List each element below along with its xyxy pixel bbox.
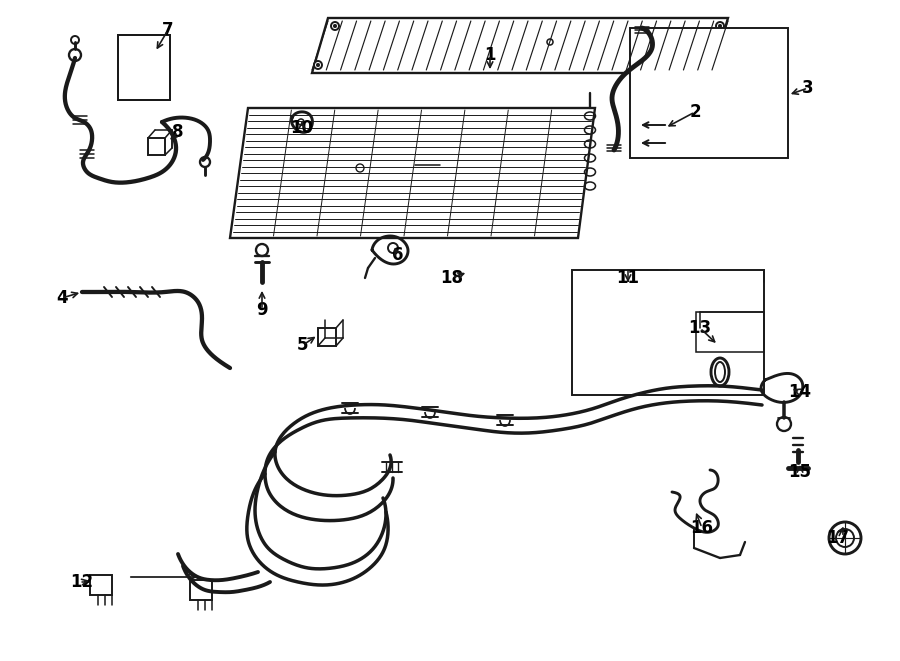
Bar: [118, 35, 170, 100]
Bar: [90, 575, 112, 595]
Text: 2: 2: [689, 103, 701, 121]
Circle shape: [331, 22, 339, 30]
Ellipse shape: [715, 362, 725, 382]
Polygon shape: [148, 138, 165, 155]
Ellipse shape: [711, 358, 729, 386]
Circle shape: [69, 49, 81, 61]
Circle shape: [298, 119, 304, 125]
Circle shape: [701, 61, 709, 69]
Text: 7: 7: [162, 21, 174, 39]
Bar: [318, 328, 336, 346]
Text: 18: 18: [440, 269, 464, 287]
Circle shape: [718, 24, 722, 28]
Circle shape: [71, 36, 79, 44]
Circle shape: [333, 24, 337, 28]
Bar: [572, 270, 764, 395]
Text: 16: 16: [690, 519, 714, 537]
Text: 9: 9: [256, 301, 268, 319]
Text: 14: 14: [788, 383, 812, 401]
Polygon shape: [230, 108, 595, 238]
Circle shape: [829, 522, 861, 554]
Circle shape: [716, 22, 724, 30]
Circle shape: [836, 529, 854, 547]
Text: 8: 8: [172, 123, 184, 141]
Text: 11: 11: [616, 269, 640, 287]
Text: 13: 13: [688, 319, 712, 337]
Circle shape: [777, 417, 791, 431]
Circle shape: [316, 63, 320, 67]
Text: 6: 6: [392, 246, 404, 264]
Text: 1: 1: [484, 46, 496, 64]
Circle shape: [256, 244, 268, 256]
Text: 5: 5: [297, 336, 309, 354]
Bar: [630, 28, 788, 158]
Text: 10: 10: [291, 119, 313, 137]
Circle shape: [388, 243, 398, 253]
Bar: [696, 312, 764, 352]
Text: 17: 17: [826, 529, 850, 547]
Text: 3: 3: [802, 79, 814, 97]
Circle shape: [314, 61, 322, 69]
Text: 12: 12: [70, 573, 94, 591]
Circle shape: [703, 63, 707, 67]
Text: 15: 15: [788, 463, 812, 481]
Text: 4: 4: [56, 289, 68, 307]
Circle shape: [200, 157, 210, 167]
Bar: [190, 580, 212, 600]
